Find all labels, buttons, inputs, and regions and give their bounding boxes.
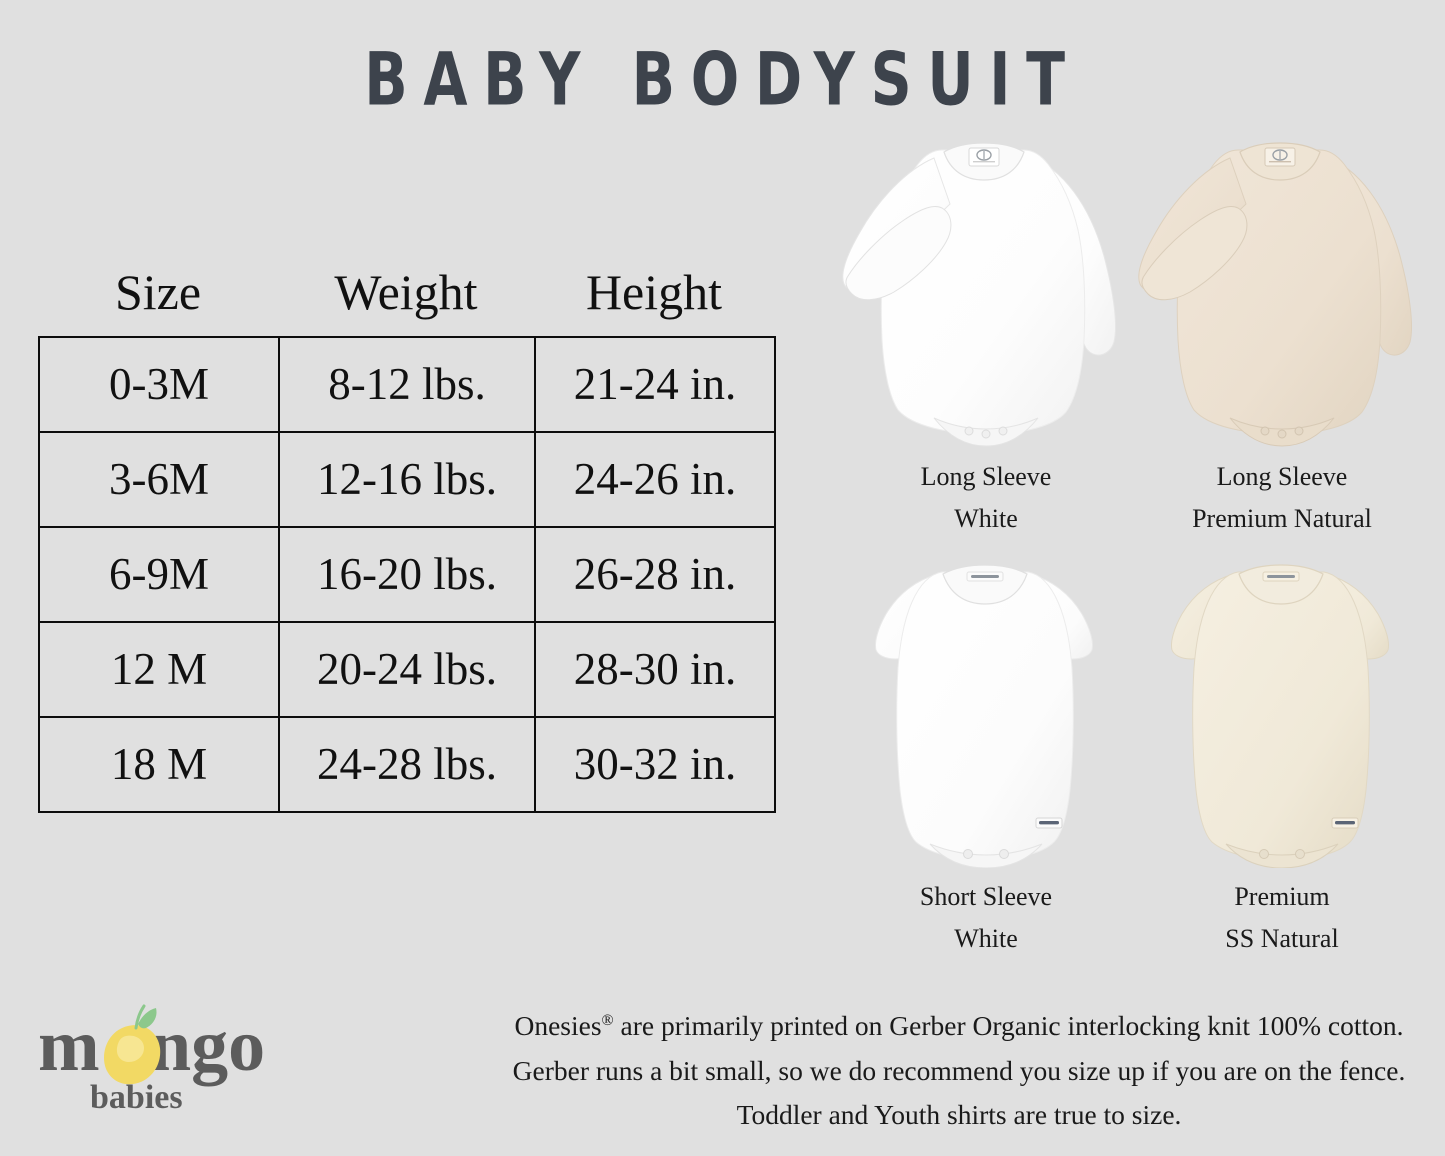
product-image-long-sleeve-white [838, 126, 1134, 448]
product-caption: Short Sleeve White [838, 876, 1134, 960]
cell-height: 30-32 in. [534, 716, 776, 813]
product-caption: Long Sleeve Premium Natural [1134, 456, 1430, 540]
product-premium-ss-natural[interactable]: Premium SS Natural [1134, 550, 1430, 960]
brand-logo[interactable]: m ngo babies [38, 998, 288, 1116]
brand-tag-icon [1262, 571, 1300, 582]
caption-line-1: Long Sleeve [1216, 462, 1348, 491]
fabric-disclaimer: Onesies® are primarily printed on Gerber… [486, 1004, 1432, 1138]
logo-wordmark-text: m [38, 1005, 100, 1087]
registered-trademark-icon: ® [601, 1011, 614, 1029]
mango-leaf-icon [138, 1008, 157, 1029]
caption-line-1: Premium [1234, 882, 1330, 911]
disclaimer-brand: Onesies [514, 1010, 602, 1041]
cell-size: 0-3M [38, 336, 280, 433]
cell-weight: 16-20 lbs. [278, 526, 536, 623]
product-image-short-sleeve-white [838, 550, 1134, 868]
caption-line-2: White [954, 504, 1018, 534]
brand-tag-icon [966, 571, 1004, 582]
column-header-weight: Weight [334, 264, 478, 320]
hem-label-icon [1035, 817, 1063, 829]
logo-subword-text: babies [90, 1079, 183, 1116]
cell-size: 12 M [38, 621, 280, 718]
caption-line-1: Long Sleeve [920, 462, 1052, 491]
mongo-babies-logo-icon: m ngo babies [38, 1004, 265, 1116]
product-image-long-sleeve-premium-natural [1134, 126, 1430, 448]
table-row: 3-6M 12-16 lbs. 24-26 in. [38, 431, 776, 528]
cell-weight: 24-28 lbs. [278, 716, 536, 813]
brand-tag-icon [968, 147, 1000, 167]
cell-weight: 20-24 lbs. [278, 621, 536, 718]
logo-wordmark-text-2: ngo [150, 1005, 265, 1087]
cell-size: 3-6M [38, 431, 280, 528]
size-chart: Size Weight Height 0-3M 8-12 lbs. 21-24 … [38, 248, 776, 813]
page-title: BABY BODYSUIT [364, 36, 1081, 123]
column-header-height: Height [585, 264, 723, 320]
table-row: 12 M 20-24 lbs. 28-30 in. [38, 621, 776, 718]
cell-height: 26-28 in. [534, 526, 776, 623]
product-image-premium-ss-natural [1134, 550, 1430, 868]
hem-label-icon [1331, 817, 1359, 829]
cell-size: 6-9M [38, 526, 280, 623]
product-caption: Premium SS Natural [1134, 876, 1430, 960]
bodysuit-long-sleeve-illustration [842, 142, 1116, 447]
table-row: 0-3M 8-12 lbs. 21-24 in. [38, 336, 776, 433]
brand-tag-icon [1264, 147, 1296, 167]
cell-weight: 12-16 lbs. [278, 431, 536, 528]
caption-line-2: SS Natural [1225, 924, 1339, 954]
table-row: 6-9M 16-20 lbs. 26-28 in. [38, 526, 776, 623]
cell-height: 24-26 in. [534, 431, 776, 528]
column-header-size: Size [114, 264, 202, 320]
product-long-sleeve-white[interactable]: Long Sleeve White [838, 126, 1134, 540]
caption-line-2: White [954, 924, 1018, 954]
table-row: 18 M 24-28 lbs. 30-32 in. [38, 716, 776, 813]
product-gallery: Long Sleeve White [838, 126, 1430, 966]
disclaimer-body: are primarily printed on Gerber Organic … [512, 1010, 1406, 1131]
cell-height: 28-30 in. [534, 621, 776, 718]
product-short-sleeve-white[interactable]: Short Sleeve White [838, 550, 1134, 960]
product-caption: Long Sleeve White [838, 456, 1134, 540]
caption-line-2: Premium Natural [1192, 504, 1372, 534]
bodysuit-short-sleeve-natural-illustration [1171, 564, 1389, 868]
size-chart-header-row: Size Weight Height [38, 248, 774, 336]
mango-fruit-icon [104, 1004, 161, 1085]
product-long-sleeve-premium-natural[interactable]: Long Sleeve Premium Natural [1134, 126, 1430, 540]
size-chart-table: 0-3M 8-12 lbs. 21-24 in. 3-6M 12-16 lbs.… [38, 336, 776, 813]
cell-height: 21-24 in. [534, 336, 776, 433]
caption-line-1: Short Sleeve [919, 882, 1053, 911]
cell-weight: 8-12 lbs. [278, 336, 536, 433]
bodysuit-long-sleeve-natural-illustration [1138, 142, 1412, 447]
bodysuit-short-sleeve-illustration [875, 564, 1093, 868]
cell-size: 18 M [38, 716, 280, 813]
